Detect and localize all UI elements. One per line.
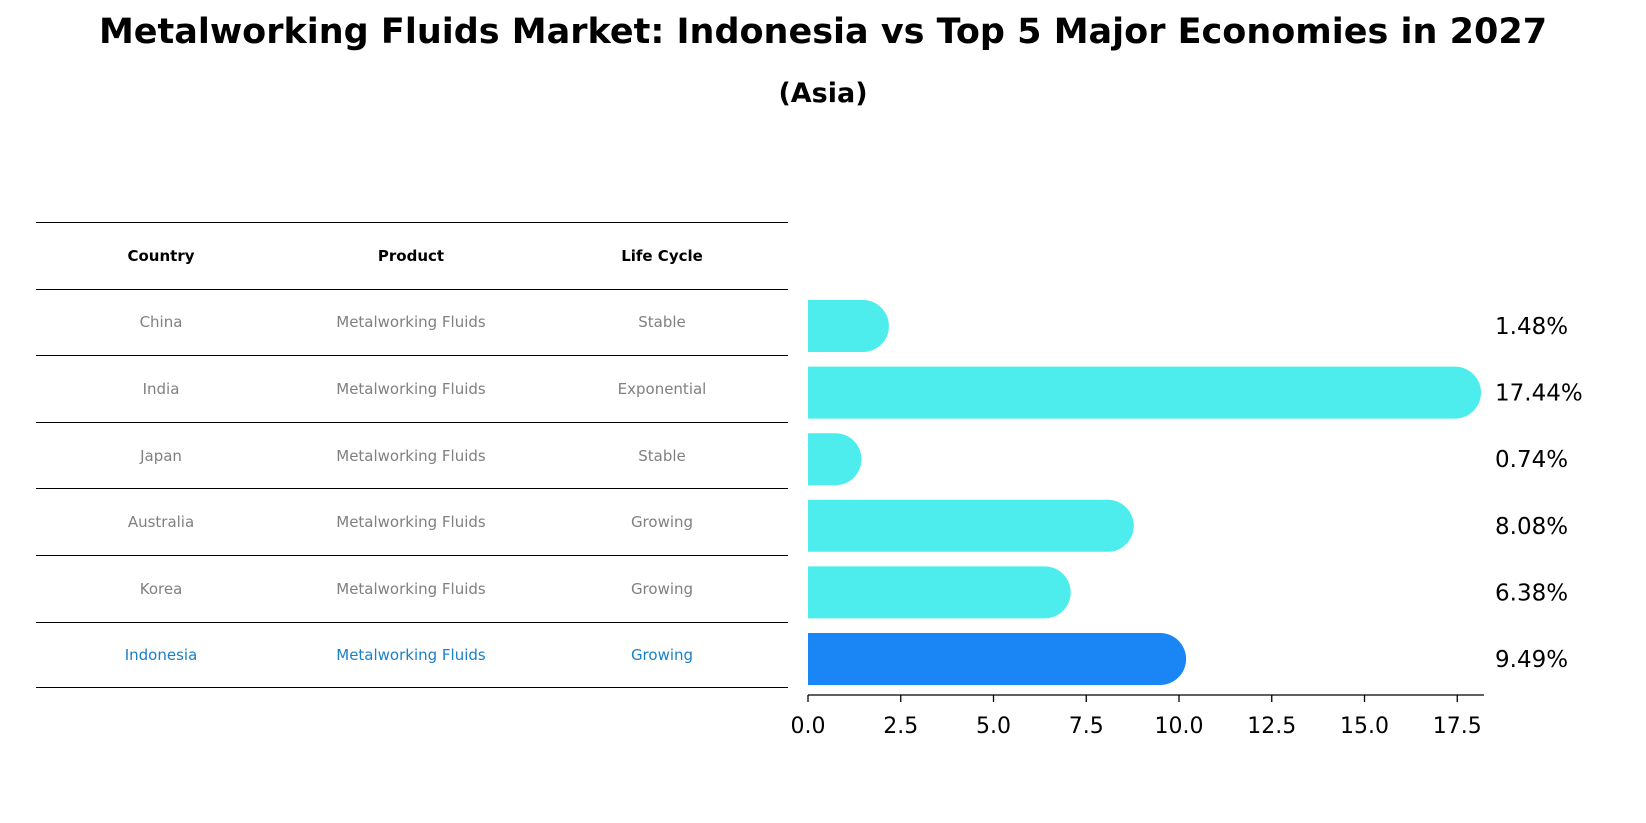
data-label: 1.48% [1495,314,1568,340]
table-row: Korea Metalworking Fluids Growing [36,554,788,622]
table-header-row: Country Product Life Cycle [36,222,788,289]
bar-korea [808,566,1071,619]
cell-life-cycle: Growing [630,513,694,532]
table-row-highlighted: Indonesia Metalworking Fluids Growing [36,621,788,689]
data-label: 17.44% [1495,381,1583,407]
country-table: Country Product Life Cycle China Metalwo… [36,222,788,689]
table-row: India Metalworking Fluids Exponential [36,355,788,422]
x-tick-label: 10.0 [1155,714,1204,739]
cell-product: Metalworking Fluids [336,645,486,664]
header-product: Product [377,246,445,265]
x-tick-label: 5.0 [976,714,1011,739]
cell-country: Indonesia [124,645,198,664]
cell-product: Metalworking Fluids [336,446,486,465]
table-row: Australia Metalworking Fluids Growing [36,488,788,555]
cell-life-cycle: Exponential [617,379,707,398]
bar-australia [808,499,1134,552]
x-tick-label: 12.5 [1247,714,1296,739]
header-life-cycle: Life Cycle [621,246,703,265]
bar-india [808,366,1482,419]
x-tick-label: 7.5 [1069,714,1104,739]
x-tick-label: 0.0 [791,714,826,739]
cell-product: Metalworking Fluids [336,313,486,332]
data-label: 8.08% [1495,514,1568,540]
data-label: 9.49% [1495,647,1568,673]
cell-life-cycle: Stable [638,313,686,332]
bar-japan [808,433,862,486]
x-tick-label: 17.5 [1433,714,1482,739]
chart-title: Metalworking Fluids Market: Indonesia vs… [98,12,1548,52]
cell-life-cycle: Stable [638,446,686,465]
x-tick-label: 15.0 [1340,714,1389,739]
header-country: Country [127,246,195,265]
table-row: China Metalworking Fluids Stable [36,288,788,356]
bar-indonesia [808,633,1187,685]
cell-product: Metalworking Fluids [336,379,486,398]
cell-product: Metalworking Fluids [336,579,486,598]
cell-life-cycle: Growing [630,579,694,598]
x-tick-label: 2.5 [883,714,918,739]
chart-subtitle: (Asia) [778,78,868,109]
cell-country: Japan [140,446,182,465]
data-label: 0.74% [1495,447,1568,473]
cell-country: Australia [127,513,195,532]
data-label: 6.38% [1495,580,1568,606]
cell-country: Korea [139,579,183,598]
cell-life-cycle: Growing [630,645,694,664]
cell-product: Metalworking Fluids [336,513,486,532]
table-row: Japan Metalworking Fluids Stable [36,421,788,489]
cell-country: India [142,379,180,398]
cell-country: China [139,313,183,332]
bar-china [808,300,889,352]
